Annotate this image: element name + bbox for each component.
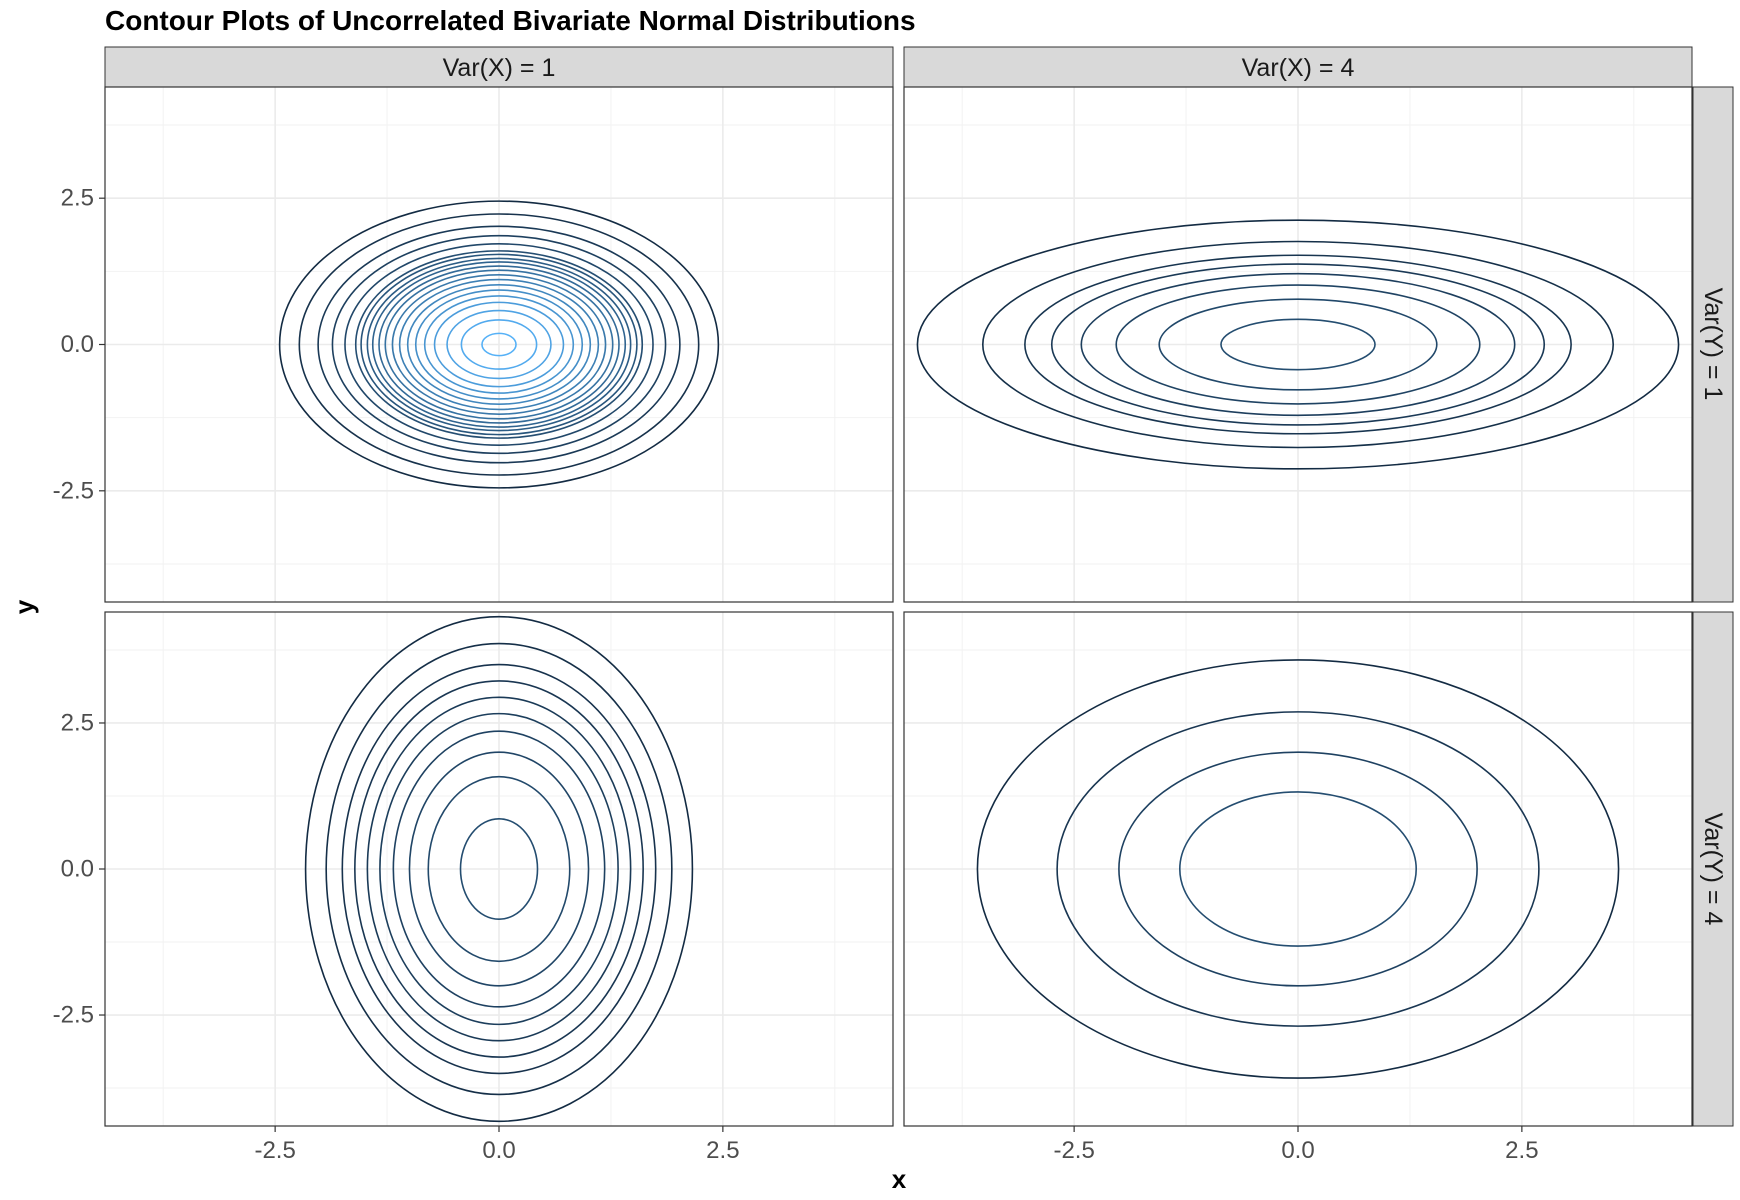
- y-tick-label: 0.0: [61, 331, 94, 358]
- x-axis-col-2: -2.5 0.0 2.5: [1053, 1126, 1539, 1164]
- contour-line: [1050, 263, 1546, 426]
- contour-line: [304, 615, 694, 1123]
- contour-line: [446, 309, 552, 380]
- panel-var-x-4-var-y-4: [903, 611, 1693, 1127]
- contour-line: [354, 680, 644, 1058]
- contour-line: [391, 274, 607, 415]
- panel-var-x-1-var-y-1: [104, 86, 894, 603]
- contour-line: [459, 817, 539, 921]
- contour-line: [341, 663, 657, 1075]
- contour-line: [433, 301, 565, 388]
- contour-line: [360, 253, 638, 436]
- contour-line: [916, 219, 1680, 470]
- contour-line: [406, 284, 592, 405]
- contour-line: [366, 696, 632, 1042]
- y-tick-label: 0.0: [61, 856, 94, 883]
- contour-line: [392, 730, 606, 1008]
- facet-strip-col-2: [903, 46, 1693, 88]
- contour-line: [414, 289, 584, 400]
- contour-line: [460, 319, 538, 370]
- x-axis-title: x: [892, 1164, 907, 1194]
- facet-strip-row-2: [1692, 611, 1734, 1127]
- facet-label-col-2: Var(X) = 4: [1242, 54, 1355, 82]
- contour-line: [371, 261, 627, 428]
- panel-border: [903, 86, 1693, 603]
- contour-line: [278, 200, 720, 489]
- contour-line: [481, 332, 517, 357]
- x-tick-label: 2.5: [706, 1137, 739, 1164]
- x-tick-label: 0.0: [1281, 1137, 1314, 1164]
- y-axis-row-2: -2.5 0.0 2.5: [53, 709, 105, 1029]
- panel-var-x-1-var-y-4: [104, 611, 894, 1127]
- x-tick-label: -2.5: [1053, 1137, 1094, 1164]
- contour-line: [378, 265, 620, 424]
- x-tick-label: 2.5: [1505, 1137, 1538, 1164]
- contour-line: [354, 250, 644, 439]
- contour-line: [366, 257, 632, 432]
- y-tick-label: -2.5: [53, 477, 94, 504]
- facet-label-row-1: Var(Y) = 1: [1699, 288, 1727, 401]
- contour-line: [1080, 272, 1516, 417]
- contour-line: [331, 234, 667, 455]
- contour-line: [379, 712, 619, 1026]
- x-tick-label: 0.0: [482, 1137, 515, 1164]
- contour-line: [981, 240, 1615, 449]
- facet-label-row-2: Var(Y) = 4: [1699, 813, 1727, 926]
- contour-line: [427, 775, 571, 963]
- facet-strip-row-1: [1692, 86, 1734, 603]
- y-tick-label: -2.5: [53, 1002, 94, 1029]
- contour-line: [1220, 318, 1376, 371]
- contour-line: [1115, 284, 1481, 405]
- contour-line: [298, 213, 700, 476]
- contour-line: [423, 295, 575, 394]
- contour-line: [325, 642, 673, 1096]
- facet-label-col-1: Var(X) = 1: [443, 54, 556, 82]
- contour-line: [408, 751, 590, 987]
- y-tick-label: 2.5: [61, 185, 94, 212]
- x-axis-col-1: -2.5 0.0 2.5: [254, 1126, 740, 1164]
- chart-title: Contour Plots of Uncorrelated Bivariate …: [105, 5, 916, 36]
- contour-line: [384, 269, 614, 420]
- contour-line: [1056, 711, 1540, 1027]
- y-axis-row-1: -2.5 0.0 2.5: [53, 185, 105, 504]
- contour-line: [1179, 791, 1418, 947]
- contour-line: [976, 659, 1620, 1079]
- contour-line: [1118, 751, 1478, 987]
- contour-line: [398, 278, 600, 411]
- y-tick-label: 2.5: [61, 709, 94, 736]
- contour-line: [344, 243, 654, 446]
- x-tick-label: -2.5: [254, 1137, 295, 1164]
- panel-var-x-4-var-y-1: [903, 86, 1693, 603]
- contour-line: [317, 225, 681, 464]
- contour-line: [1158, 298, 1438, 391]
- facet-strip-col-1: [104, 46, 894, 88]
- contour-line: [1024, 254, 1572, 435]
- y-axis-title: y: [9, 599, 39, 614]
